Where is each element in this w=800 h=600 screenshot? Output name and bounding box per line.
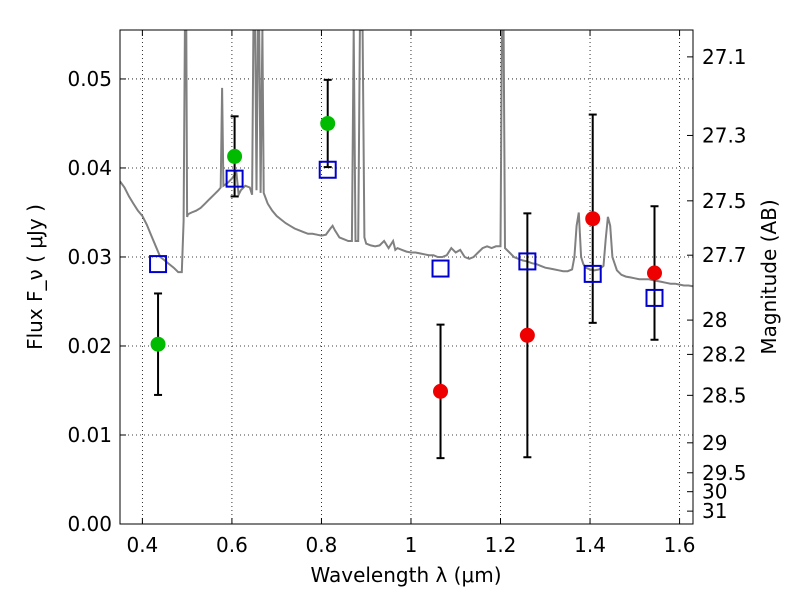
- y-axis-label: Flux F_ν ( μJy ): [23, 204, 47, 350]
- magnitude-tick-label: 27.1: [702, 45, 747, 69]
- magnitude-tick-label: 27.5: [702, 189, 747, 213]
- data-point: [585, 211, 601, 227]
- magnitude-tick-label: 28.2: [702, 342, 747, 366]
- x-tick-label: 1.2: [485, 533, 517, 557]
- x-axis-label: Wavelength λ (μm): [310, 563, 501, 587]
- y-tick-label: 0.01: [67, 423, 112, 447]
- data-point: [519, 327, 535, 343]
- magnitude-tick-label: 27.7: [702, 243, 747, 267]
- magnitude-axis-label: Magnitude (AB): [757, 199, 781, 354]
- x-tick-label: 1: [405, 533, 418, 557]
- model-point: [583, 264, 602, 283]
- model-point: [431, 259, 450, 278]
- y-tick-label: 0.04: [67, 156, 112, 180]
- x-tick-label: 1.6: [664, 533, 696, 557]
- magnitude-tick-label: 31: [702, 499, 727, 523]
- data-point: [150, 336, 166, 352]
- model-point: [149, 255, 168, 274]
- data-markers: [149, 115, 664, 399]
- data-point: [227, 148, 243, 164]
- magnitude-tick-label: 28: [702, 308, 727, 332]
- plot-frame: [119, 29, 694, 525]
- y-tick-label: 0.03: [67, 245, 112, 269]
- model-point: [225, 169, 244, 188]
- magnitude-tick-label: 30: [702, 480, 727, 504]
- plot-area: [120, 30, 693, 460]
- y-tick-label: 0.02: [67, 334, 112, 358]
- data-point: [320, 115, 336, 131]
- x-tick-label: 0.8: [306, 533, 338, 557]
- template-spectrum-line: [120, 30, 693, 288]
- tick-labels: 0.4 0.6 0.8 1 1.2 1.4 1.6 0.00 0.01 0.02 0.03 0.04 0…: [67, 45, 746, 557]
- data-point: [433, 383, 449, 399]
- model-point: [318, 160, 337, 179]
- data-point: [647, 265, 663, 281]
- y-tick-label: 0.00: [67, 512, 112, 536]
- magnitude-tick-label: 27.3: [702, 123, 747, 147]
- magnitude-tick-label: 28.5: [702, 383, 747, 407]
- model-point: [518, 252, 537, 271]
- x-tick-label: 1.4: [574, 533, 606, 557]
- axis-ticks: [120, 30, 693, 525]
- model-point: [645, 288, 664, 307]
- magnitude-tick-label: 29: [702, 431, 727, 455]
- magnitude-tick-label: 29.5: [702, 461, 747, 485]
- x-tick-label: 0.6: [216, 533, 248, 557]
- x-tick-label: 0.4: [126, 533, 158, 557]
- y-tick-label: 0.05: [67, 67, 112, 91]
